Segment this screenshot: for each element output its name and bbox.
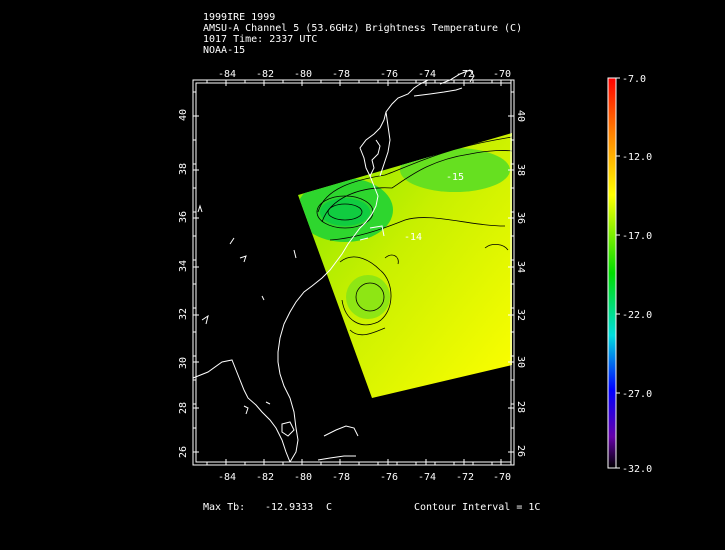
contour-7	[355, 282, 385, 312]
lon-label-top: -80	[294, 69, 312, 80]
coastline-inland-lake	[281, 421, 295, 437]
tick-marks	[193, 80, 514, 465]
lon-label-top: -82	[256, 69, 274, 80]
lat-label-right: 38	[515, 164, 526, 176]
lon-label-bottom: -82	[256, 472, 274, 483]
contour-2	[321, 150, 513, 223]
lat-label-right: 32	[515, 309, 526, 321]
lat-label-left: 40	[178, 109, 189, 121]
lat-label-right: 30	[515, 356, 526, 368]
lat-label-left: 26	[178, 446, 189, 458]
coastline-florida-keys	[323, 425, 359, 437]
lat-labels-right: 40 38 36 34 32 30 28 26	[515, 110, 526, 457]
lon-label-top: -76	[380, 69, 398, 80]
max-tb-label: Max Tb:	[203, 502, 246, 513]
coastline-cuba	[317, 455, 356, 461]
coastline-islet-f	[229, 237, 235, 245]
colorbar-label: -12.0	[622, 152, 652, 163]
lon-labels-bottom: -84 -82 -80 -78 -76 -74 -72 -70	[218, 472, 511, 483]
contour-interval-label: Contour Interval = 1C	[414, 502, 541, 513]
coastline-long-island	[413, 87, 463, 97]
lon-label-bottom: -70	[493, 472, 511, 483]
colorbar-label: -32.0	[622, 464, 652, 475]
lat-label-left: 38	[178, 163, 189, 175]
lat-label-right: 36	[515, 212, 526, 224]
lat-label-right: 28	[515, 401, 526, 413]
lon-label-top: -78	[332, 69, 350, 80]
coastline-islet-e	[261, 295, 265, 301]
lat-label-right: 34	[515, 261, 526, 273]
lon-labels-top: -84 -82 -80 -78 -76 -74 -72 -70	[218, 69, 511, 80]
coastline-islet-a	[197, 204, 203, 213]
coastline-florida-islets	[243, 401, 271, 415]
coastline-delmarva	[379, 111, 391, 177]
max-tb-value: -12.9333	[265, 502, 314, 513]
coastline-main	[192, 359, 291, 463]
colorbar-label: -22.0	[622, 310, 652, 321]
lon-label-bottom: -72	[456, 472, 474, 483]
colorbar-gradient	[607, 77, 617, 469]
coastline-cape-cod	[439, 69, 475, 85]
lon-label-bottom: -80	[294, 472, 312, 483]
contour-1	[317, 136, 513, 213]
lat-label-left: 34	[178, 260, 189, 272]
coastline-islet-c	[293, 249, 297, 259]
swath: -15 -14	[298, 133, 513, 398]
colorbar-label: -17.0	[622, 231, 652, 242]
colorbar: -7.0 -12.0 -17.0 -22.0 -27.0 -32.0	[607, 74, 652, 475]
lon-label-top: -70	[493, 69, 511, 80]
lat-label-left: 28	[178, 402, 189, 414]
contour-5	[329, 217, 506, 241]
contour-8	[349, 327, 386, 336]
lat-label-left: 36	[178, 211, 189, 223]
coastline-chesapeake	[369, 139, 381, 177]
lat-label-left: 30	[178, 357, 189, 369]
map-frame-outer	[192, 79, 515, 466]
contour-lines	[316, 136, 513, 336]
contour-6	[339, 256, 392, 326]
colorbar-label: -27.0	[622, 389, 652, 400]
lon-label-top: -74	[418, 69, 436, 80]
lon-label-bottom: -76	[380, 472, 398, 483]
colorbar-ticks	[616, 77, 620, 469]
title-line-2: AMSU-A Channel 5 (53.6GHz) Brightness Te…	[203, 23, 523, 34]
contour-label-b: -14	[404, 232, 422, 243]
lat-labels-left: 40 38 36 34 32 30 28 26	[178, 109, 189, 458]
lon-label-top: -72	[456, 69, 474, 80]
coastline-islet-b	[239, 255, 247, 263]
colorbar-label: -7.0	[622, 74, 646, 85]
lon-label-bottom: -78	[332, 472, 350, 483]
map-frame-inner	[195, 82, 512, 463]
swath-cold-core	[320, 198, 370, 226]
contour-label-a: -15	[446, 172, 464, 183]
title-line-4: NOAA-15	[203, 45, 246, 56]
coastline	[192, 69, 475, 463]
contour-9	[484, 244, 509, 251]
lat-label-right: 40	[515, 110, 526, 122]
swath-north-green	[400, 148, 510, 192]
swath-south-green	[346, 275, 390, 319]
coastline-islet-d	[201, 314, 209, 325]
max-tb-unit: C	[326, 502, 333, 513]
contour-10	[384, 254, 399, 265]
coastline-pamlico	[359, 225, 385, 241]
title-line-3: 1017 Time: 2337 UTC	[203, 34, 318, 45]
contour-4	[327, 203, 363, 221]
title-line-1: 1999IRE 1999	[203, 12, 276, 23]
lat-label-left: 32	[178, 308, 189, 320]
lon-label-top: -84	[218, 69, 236, 80]
lon-label-bottom: -84	[218, 472, 236, 483]
lon-label-bottom: -74	[418, 472, 436, 483]
lat-label-right: 26	[515, 445, 526, 457]
coastline-florida-east	[277, 79, 429, 463]
